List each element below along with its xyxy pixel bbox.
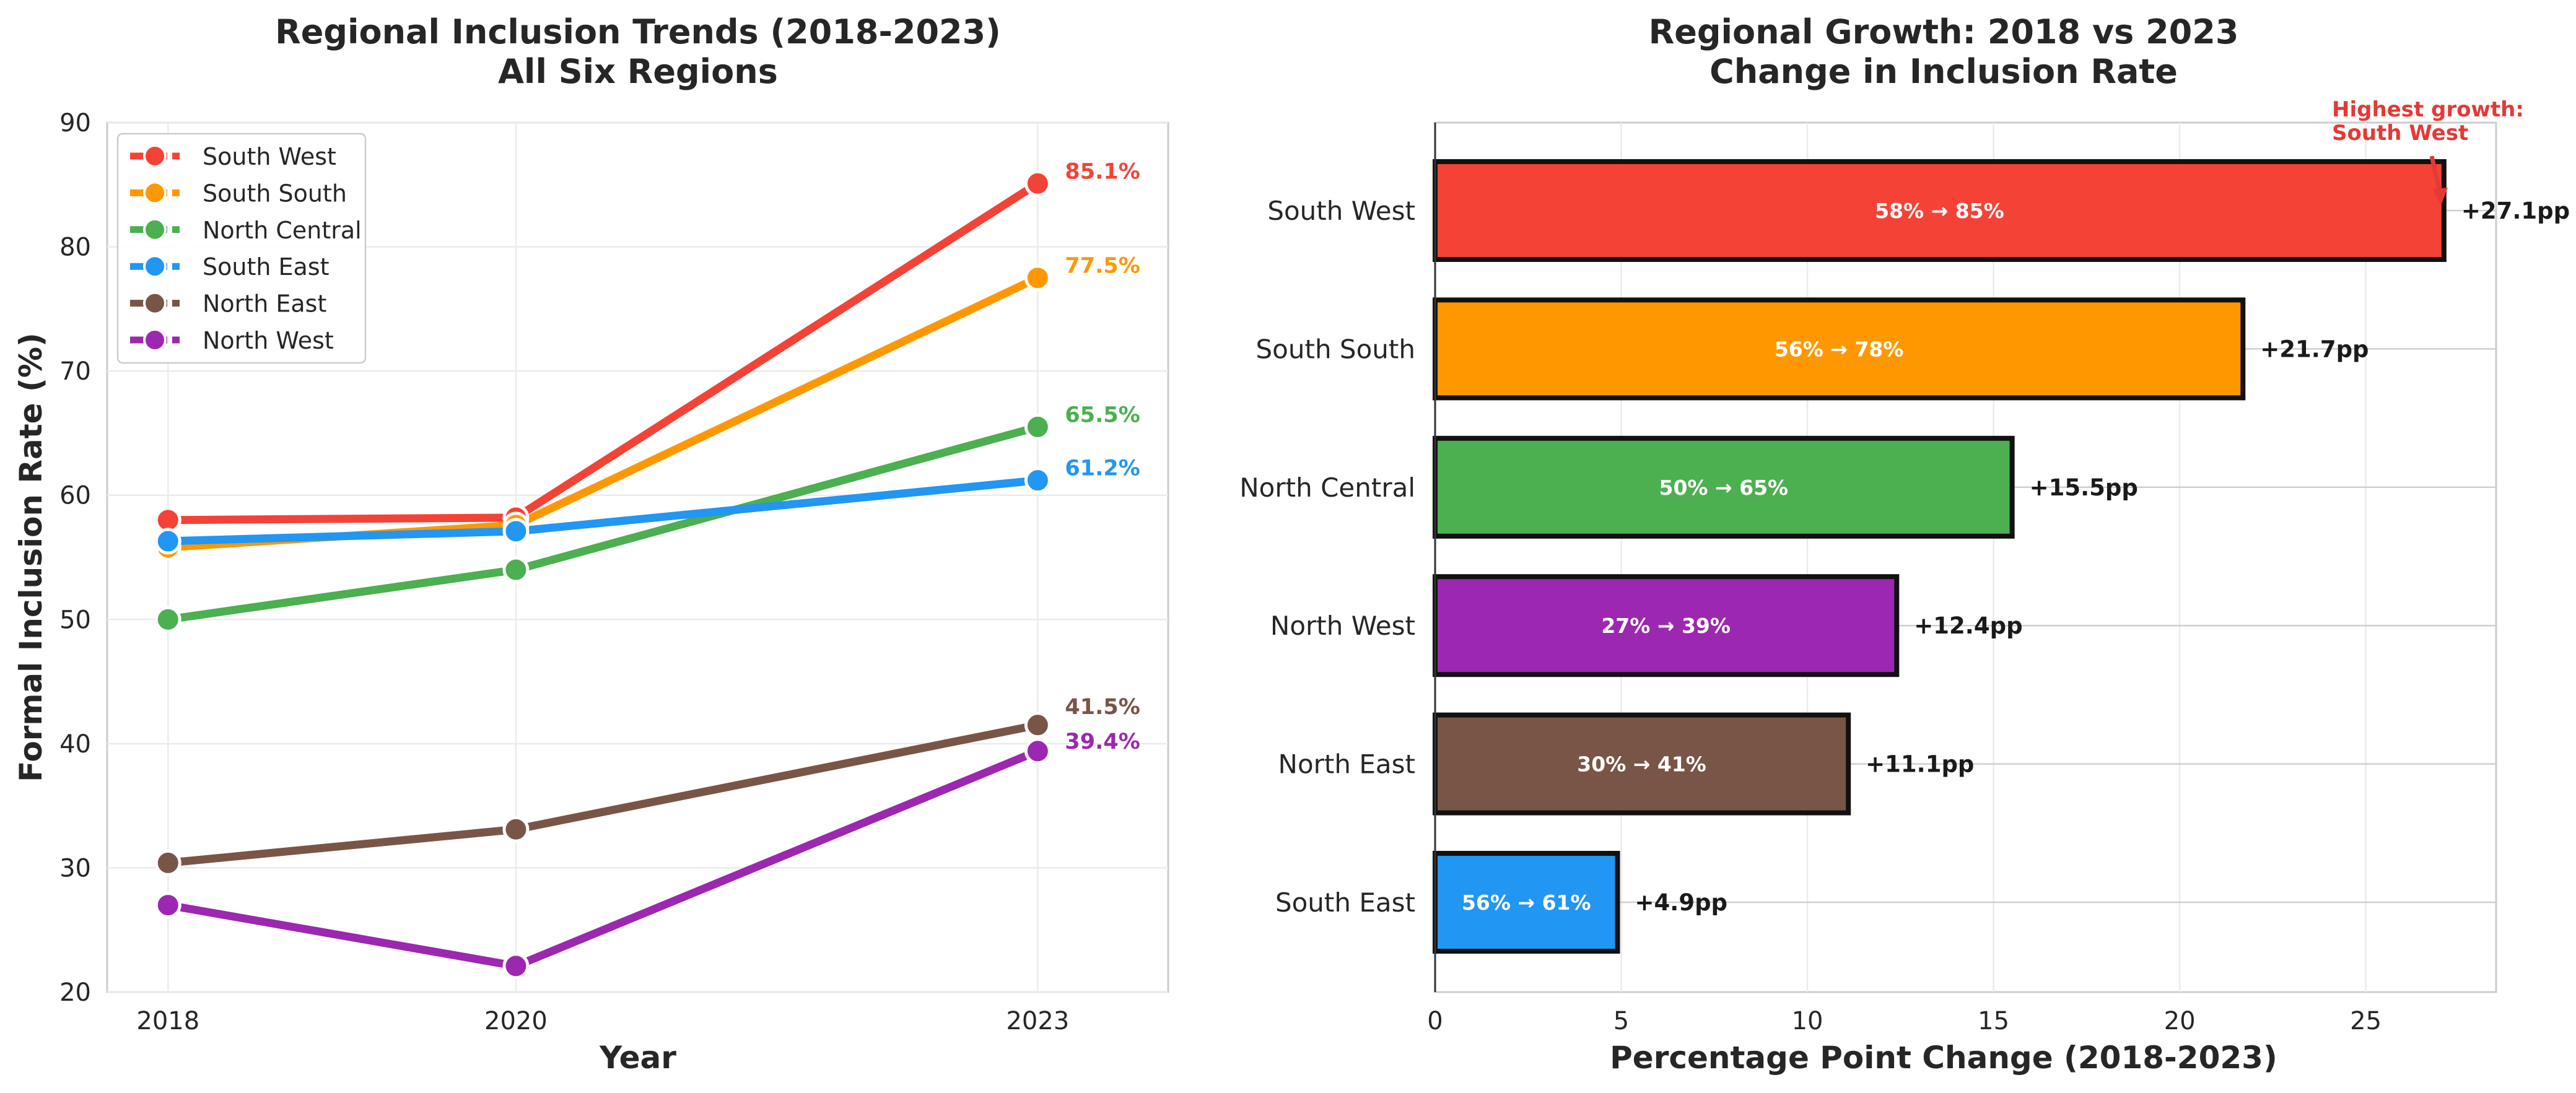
data-point-north-east bbox=[154, 849, 181, 876]
end-label-north-east: 41.5% bbox=[1065, 695, 1140, 720]
end-label-south-west: 85.1% bbox=[1065, 159, 1140, 184]
bar-inside-label-north-west: 27% → 39% bbox=[1601, 614, 1731, 638]
bar-inside-label-north-east: 30% → 41% bbox=[1577, 752, 1706, 777]
legend-entry-north-west: North West bbox=[203, 327, 334, 354]
legend-swatch-marker bbox=[143, 255, 167, 279]
category-label-north-west: North West bbox=[1270, 611, 1415, 641]
bar-north-central bbox=[1433, 435, 2015, 539]
data-point-north-west bbox=[502, 952, 530, 980]
bar-chart: Regional Growth: 2018 vs 2023 Change in … bbox=[1239, 12, 2570, 1076]
legend-entry-south-west: South West bbox=[203, 143, 336, 170]
y-tick-label: 80 bbox=[59, 233, 91, 262]
data-point-south-east bbox=[1024, 467, 1051, 494]
legend-swatch-marker bbox=[143, 181, 167, 205]
x-tick-label: 0 bbox=[1427, 1007, 1443, 1035]
y-tick-label: 90 bbox=[59, 109, 91, 137]
line-chart: Regional Inclusion Trends (2018-2023) Al… bbox=[13, 12, 1169, 1076]
line-chart-x-axis-label: Year bbox=[599, 1040, 676, 1076]
x-tick-label: 2018 bbox=[136, 1007, 199, 1035]
data-point-north-central bbox=[154, 606, 181, 633]
bar-chart-annotation: Highest growth:South West bbox=[2332, 97, 2524, 206]
bar-inside-label-south-east: 56% → 61% bbox=[1462, 891, 1591, 915]
line-chart-legend: South West South South North Central South … bbox=[116, 133, 367, 364]
annotation-arrowhead bbox=[2432, 188, 2448, 206]
end-label-north-west: 39.4% bbox=[1065, 729, 1140, 754]
y-tick-label: 50 bbox=[59, 606, 91, 634]
bar-change-label-south-west: +27.1pp bbox=[2461, 198, 2570, 224]
end-label-south-east: 61.2% bbox=[1065, 456, 1140, 481]
legend-entry-north-east: North East bbox=[203, 290, 326, 318]
y-tick-label: 20 bbox=[59, 978, 91, 1007]
annotation-text-line1: Highest growth: bbox=[2332, 97, 2524, 122]
y-tick-label: 70 bbox=[59, 357, 91, 386]
data-point-north-east bbox=[502, 816, 530, 843]
data-point-north-central bbox=[1024, 413, 1051, 440]
bar-chart-x-ticks: 0 5 10 15 20 25 bbox=[1427, 1007, 2382, 1035]
data-point-north-west bbox=[154, 892, 181, 919]
x-tick-label: 25 bbox=[2350, 1007, 2382, 1035]
x-tick-label: 2023 bbox=[1006, 1007, 1069, 1035]
category-label-north-central: North Central bbox=[1239, 472, 1415, 503]
line-chart-title: Regional Inclusion Trends (2018-2023) bbox=[275, 12, 1001, 51]
data-point-north-west bbox=[1024, 738, 1051, 765]
x-tick-label: 2020 bbox=[484, 1007, 548, 1035]
x-tick-label: 15 bbox=[1978, 1007, 2009, 1035]
legend-entry-south-east: South East bbox=[203, 253, 330, 281]
category-label-north-east: North East bbox=[1278, 749, 1415, 780]
x-tick-label: 20 bbox=[2164, 1007, 2196, 1035]
legend-entry-south-south: South South bbox=[203, 180, 347, 207]
y-tick-label: 30 bbox=[59, 854, 91, 882]
legend-swatch-marker bbox=[143, 291, 167, 315]
line-chart-end-labels: 85.1% 77.5% 65.5% 61.2% 41.5% 39.4% bbox=[1065, 159, 1140, 754]
bar-plot-area bbox=[1434, 121, 2497, 993]
line-chart-y-ticks: 20 30 40 50 60 70 80 90 bbox=[59, 109, 91, 1007]
annotation-text-line2: South West bbox=[2332, 121, 2468, 146]
legend-swatch-marker bbox=[143, 328, 167, 352]
bar-south-west bbox=[1433, 159, 2447, 262]
bar-inside-label-south-south: 56% → 78% bbox=[1775, 337, 1904, 361]
line-chart-series bbox=[154, 170, 1051, 980]
line-chart-subtitle: All Six Regions bbox=[498, 52, 778, 91]
data-point-north-central bbox=[502, 556, 530, 583]
bar-change-label-south-east: +4.9pp bbox=[1635, 889, 1728, 916]
bar-chart-title: Regional Growth: 2018 vs 2023 bbox=[1649, 12, 2239, 51]
legend-entry-north-central: North Central bbox=[203, 217, 362, 244]
data-point-south-east bbox=[154, 528, 181, 555]
bar-chart-subtitle: Change in Inclusion Rate bbox=[1709, 52, 2178, 91]
y-tick-label: 40 bbox=[59, 730, 91, 759]
data-point-north-east bbox=[1024, 712, 1051, 739]
bar-change-label-north-central: +15.5pp bbox=[2030, 474, 2138, 501]
bar-inside-label-north-central: 50% → 65% bbox=[1659, 476, 1789, 500]
legend-swatch-marker bbox=[143, 144, 167, 168]
x-tick-label: 5 bbox=[1613, 1007, 1629, 1035]
bar-inside-label-south-west: 58% → 85% bbox=[1875, 199, 2004, 223]
bar-south-south bbox=[1433, 297, 2246, 401]
data-point-south-west bbox=[1024, 170, 1051, 197]
end-label-north-central: 65.5% bbox=[1065, 403, 1140, 427]
line-chart-y-axis-label: Formal Inclusion Rate (%) bbox=[13, 333, 49, 782]
x-tick-label: 10 bbox=[1792, 1007, 1823, 1035]
category-label-south-west: South West bbox=[1267, 196, 1415, 226]
data-point-south-east bbox=[502, 518, 530, 545]
end-label-south-south: 77.5% bbox=[1065, 254, 1140, 279]
category-label-south-south: South South bbox=[1256, 334, 1415, 364]
bar-change-label-north-west: +12.4pp bbox=[1914, 612, 2022, 639]
line-chart-x-ticks: 2018 2020 2023 bbox=[136, 1007, 1069, 1035]
bar-chart-bars: South West 58% → 85% +27.1pp South South 56%… bbox=[1239, 159, 2570, 954]
y-tick-label: 60 bbox=[59, 482, 91, 510]
category-label-south-east: South East bbox=[1275, 887, 1415, 918]
bar-change-label-north-east: +11.1pp bbox=[1866, 751, 1974, 778]
data-point-south-south bbox=[1024, 264, 1051, 292]
legend-swatch-marker bbox=[143, 217, 167, 242]
bar-change-label-south-south: +21.7pp bbox=[2260, 336, 2369, 362]
bar-chart-x-axis-label: Percentage Point Change (2018-2023) bbox=[1610, 1040, 2277, 1076]
